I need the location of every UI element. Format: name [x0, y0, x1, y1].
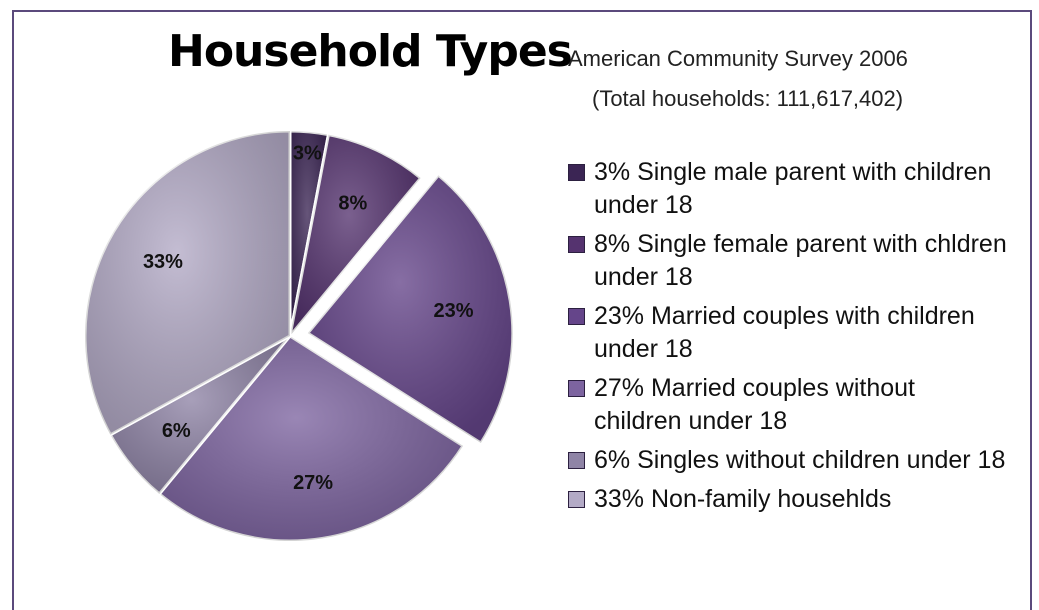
chart-legend: 3% Single male parent with children unde…: [568, 156, 1008, 522]
legend-swatch-2: [568, 308, 585, 325]
slice-label-3: 27%: [293, 472, 333, 494]
legend-label-0: 3% Single male parent with children unde…: [594, 158, 992, 219]
slice-label-2: 23%: [434, 300, 474, 322]
pie-slice-shading-3: [159, 336, 464, 541]
legend-swatch-1: [568, 236, 585, 253]
legend-item-3: 27% Married couples without children und…: [568, 372, 1008, 438]
legend-item-2: 23% Married couples with children under …: [568, 300, 1008, 366]
slice-label-1: 8%: [338, 192, 367, 214]
pie-slice-shading-5: [84, 130, 291, 435]
legend-label-4: 6% Singles without children under 18: [594, 446, 1006, 474]
legend-item-1: 8% Single female parent with chldren und…: [568, 228, 1008, 294]
legend-label-2: 23% Married couples with children under …: [594, 302, 975, 363]
legend-item-5: 33% Non-family househlds: [568, 483, 1008, 516]
legend-item-4: 6% Singles without children under 18: [568, 444, 1008, 477]
pie-slice-shading-4: [110, 336, 290, 494]
slice-label-5: 33%: [143, 251, 183, 273]
chart-title: Household Types: [168, 26, 573, 77]
legend-swatch-0: [568, 164, 585, 181]
legend-swatch-3: [568, 380, 585, 397]
legend-label-5: 33% Non-family househlds: [594, 485, 892, 513]
pie-slice-shading-2: [307, 175, 513, 444]
legend-swatch-4: [568, 452, 585, 469]
pie-slice-shading-1: [290, 134, 421, 336]
chart-total-households: (Total households: 111,617,402): [592, 86, 904, 111]
legend-label-1: 8% Single female parent with chldren und…: [594, 230, 1007, 291]
slice-label-0: 3%: [293, 142, 322, 164]
chart-subtitle: American Community Survey 2006: [568, 46, 908, 71]
legend-swatch-5: [568, 491, 585, 508]
legend-label-3: 27% Married couples without children und…: [594, 374, 915, 435]
legend-item-0: 3% Single male parent with children unde…: [568, 156, 1008, 222]
slice-label-4: 6%: [162, 420, 191, 442]
